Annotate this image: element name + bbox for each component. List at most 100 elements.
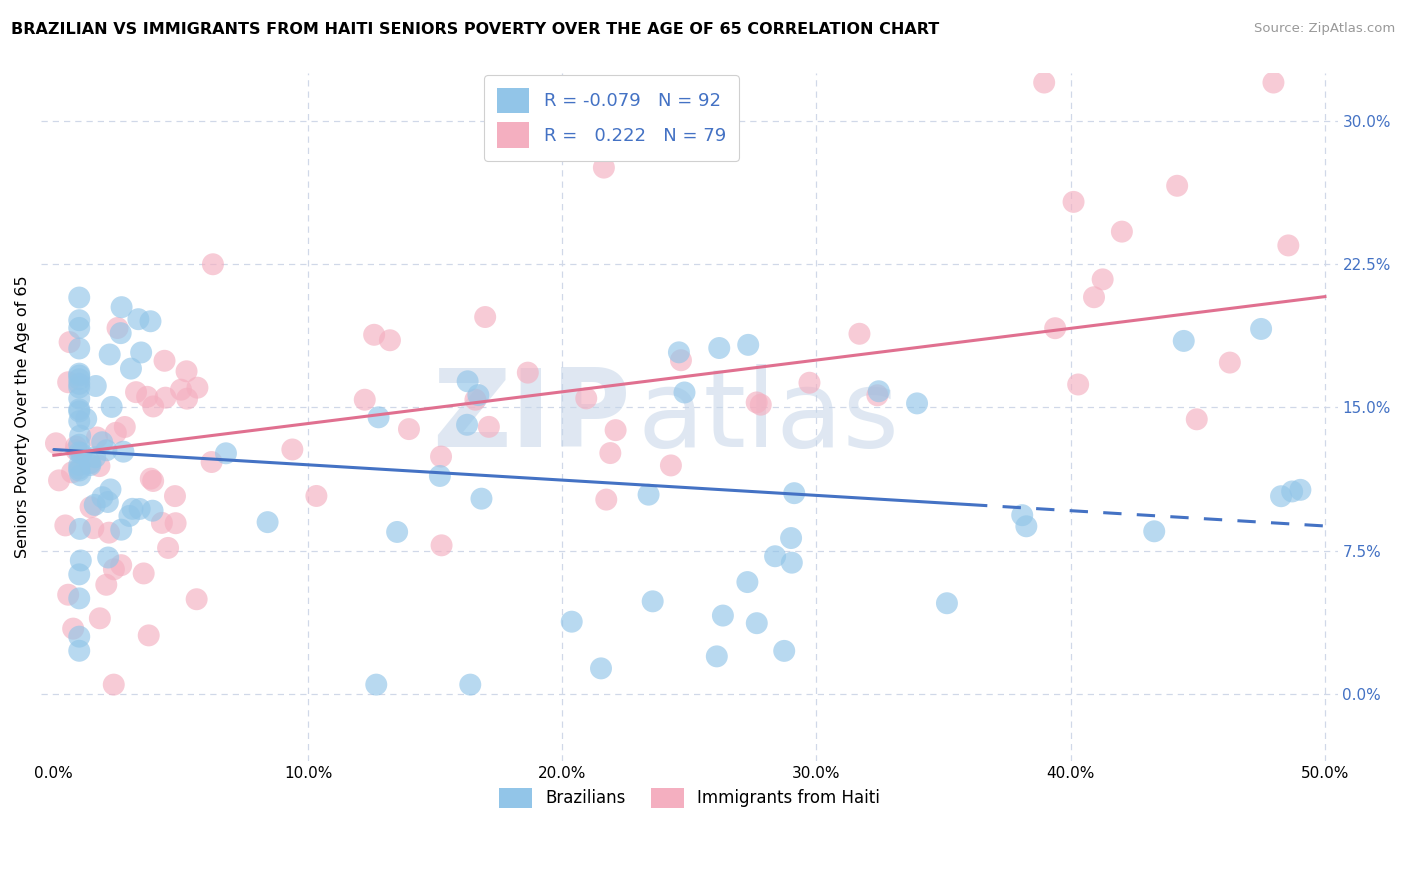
Point (67, 321, 90, 335)
Point (114, 420, 136, 434)
Point (711, 608, 734, 623)
Point (763, 549, 786, 564)
Point (150, 516, 173, 530)
Point (56, 376, 79, 390)
Point (470, 491, 492, 506)
Point (669, 353, 692, 368)
Point (1083, 290, 1105, 304)
Point (100, 400, 122, 414)
Point (98, 347, 121, 361)
Point (125, 385, 148, 400)
Point (363, 327, 385, 342)
Point (48, 474, 70, 488)
Point (773, 644, 796, 658)
Point (575, 392, 598, 406)
Point (142, 400, 165, 414)
Point (67, 414, 90, 428)
Point (936, 596, 959, 610)
Point (110, 326, 132, 340)
Point (100, 483, 122, 497)
Point (127, 312, 149, 326)
Point (668, 345, 690, 359)
Point (142, 474, 165, 488)
Point (366, 678, 388, 692)
Point (69, 553, 91, 567)
Point (1166, 178, 1188, 193)
Text: BRAZILIAN VS IMMIGRANTS FROM HAITI SENIORS POVERTY OVER THE AGE OF 65 CORRELATIO: BRAZILIAN VS IMMIGRANTS FROM HAITI SENIO… (11, 22, 939, 37)
Point (121, 501, 143, 516)
Point (605, 423, 627, 437)
Point (1281, 484, 1303, 499)
Point (1270, 489, 1292, 503)
Point (67, 461, 90, 475)
Point (866, 388, 889, 402)
Point (67, 630, 90, 644)
Point (91, 490, 114, 504)
Point (67, 464, 90, 478)
Point (595, 492, 617, 507)
Point (79, 456, 101, 470)
Point (53, 518, 76, 533)
Point (67, 402, 90, 417)
Point (139, 314, 162, 328)
Point (398, 422, 420, 436)
Point (780, 556, 803, 570)
Point (75, 412, 97, 426)
Point (749, 398, 772, 412)
Point (1015, 519, 1038, 533)
Point (186, 592, 208, 607)
Point (1011, 508, 1033, 523)
Point (86, 430, 108, 444)
Point (215, 446, 238, 460)
Point (868, 384, 890, 399)
Point (65, 443, 87, 458)
Point (673, 385, 696, 400)
Point (67, 291, 90, 305)
Point (67, 342, 90, 356)
Point (103, 678, 125, 692)
Text: atlas: atlas (637, 364, 900, 470)
Point (45, 436, 67, 450)
Point (430, 538, 453, 552)
Point (1111, 225, 1133, 239)
Point (60, 466, 83, 480)
Point (110, 558, 132, 573)
Point (456, 417, 478, 432)
Point (201, 257, 224, 271)
Point (82, 521, 104, 535)
Point (176, 364, 198, 378)
Point (706, 649, 728, 664)
Point (745, 616, 768, 631)
Text: Source: ZipAtlas.com: Source: ZipAtlas.com (1254, 22, 1395, 36)
Point (67, 380, 90, 394)
Point (429, 469, 451, 483)
Point (67, 404, 90, 418)
Point (385, 524, 408, 539)
Point (905, 396, 928, 410)
Point (136, 390, 159, 404)
Point (1250, 322, 1272, 336)
Point (637, 488, 659, 502)
Point (118, 508, 141, 523)
Point (103, 562, 125, 576)
Point (120, 361, 142, 376)
Point (599, 446, 621, 460)
Point (67, 567, 90, 582)
Point (89, 459, 111, 474)
Point (1263, 76, 1285, 90)
Point (89, 611, 111, 625)
Point (737, 338, 759, 352)
Point (1289, 483, 1312, 497)
Point (67, 368, 90, 383)
Point (561, 615, 583, 629)
Point (67, 445, 90, 459)
Point (112, 444, 135, 458)
Point (155, 391, 177, 405)
Point (378, 333, 401, 347)
Point (110, 523, 132, 537)
Point (69, 522, 91, 536)
Point (65, 440, 87, 454)
Point (84, 450, 107, 465)
Point (200, 455, 222, 469)
Point (281, 442, 304, 457)
